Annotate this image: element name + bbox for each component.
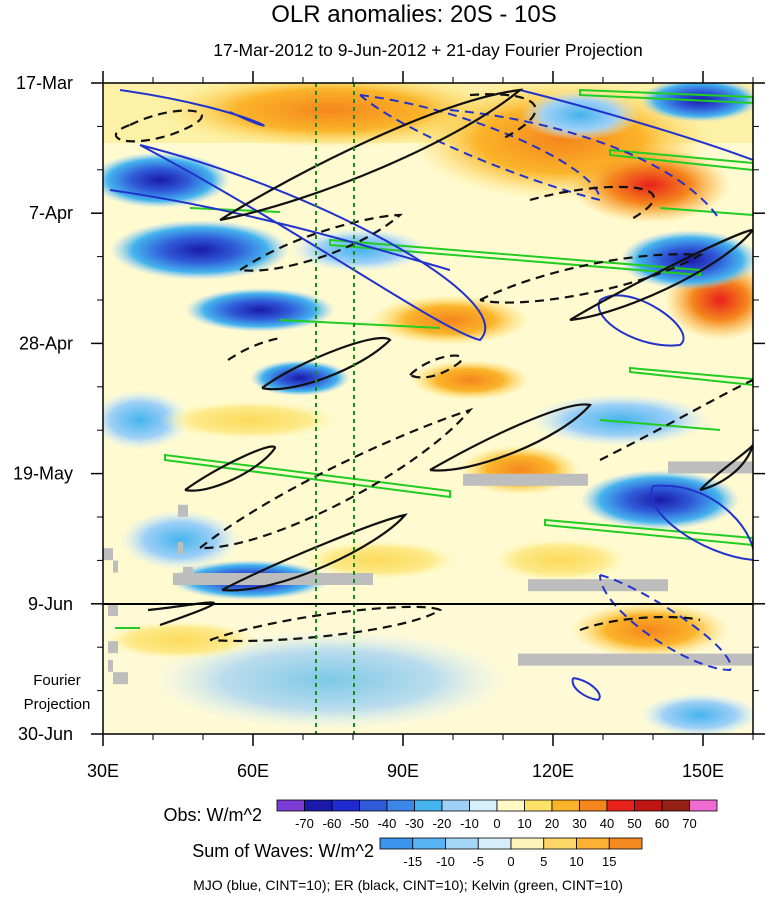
- plot-frame: [102, 82, 754, 735]
- mjo-contours: [109, 89, 753, 702]
- colorbar-swatch: [276, 799, 305, 812]
- colorbar-swatch: [579, 799, 608, 812]
- colorbar-swatch: [469, 799, 498, 812]
- colorbar-swatch: [414, 799, 443, 812]
- missing-data-bar: [463, 473, 588, 486]
- x-tick-label: 150E: [682, 761, 724, 781]
- y-tick-label: 30-Jun: [18, 724, 73, 744]
- missing-data-bar: [108, 604, 118, 616]
- missing-data-bar: [518, 653, 753, 666]
- colorbar-tick-label: -5: [472, 854, 484, 869]
- colorbar-swatch: [606, 799, 635, 812]
- missing-data-bar: [173, 573, 373, 585]
- colorbar-tick-label: 50: [627, 816, 641, 831]
- missing-data-bar: [113, 560, 118, 573]
- missing-data-bar: [668, 461, 753, 474]
- colorbar-tick-label: 10: [569, 854, 583, 869]
- missing-data-bars: [103, 461, 753, 685]
- colorbar-tick-label: -30: [405, 816, 424, 831]
- x-tick-label: 120E: [532, 761, 574, 781]
- colorbar-tick-label: -10: [436, 854, 455, 869]
- missing-data-bar: [108, 659, 113, 672]
- colorbar-tick-label: -10: [460, 816, 479, 831]
- projection-label-line2: Projection: [24, 696, 91, 713]
- colorbar-swatch: [441, 799, 470, 812]
- missing-data-bar: [183, 566, 193, 579]
- colorbar-swatch: [543, 837, 577, 850]
- colorbar-swatch: [359, 799, 388, 812]
- missing-data-bar: [113, 672, 128, 685]
- colorbar-swatch: [576, 837, 610, 850]
- y-tick-label: 28-Apr: [19, 333, 73, 353]
- er-contours: [115, 88, 753, 643]
- colorbar-swatch: [386, 799, 415, 812]
- plot-area: [103, 83, 753, 734]
- y-tick-label: 17-Mar: [16, 73, 73, 93]
- colorbar-swatch: [477, 837, 512, 850]
- obs-colorbar: -70 -60 -50 -40 -30 -20 -10 0 10 20 30 40 50 60 70: [276, 799, 718, 831]
- colorbar-tick-label: 30: [572, 816, 586, 831]
- colorbar-swatch: [661, 799, 690, 812]
- y-tick-label: 19-May: [13, 464, 73, 484]
- colorbar-swatch: [551, 799, 580, 812]
- colorbar-tick-label: -60: [323, 816, 342, 831]
- colorbar-swatch: [331, 799, 360, 812]
- y-axis: 17-Mar 7-Apr 28-Apr 19-May 9-Jun 30-Jun: [13, 73, 765, 744]
- colorbar-tick-label: 0: [493, 816, 500, 831]
- x-tick-label: 90E: [387, 761, 419, 781]
- missing-data-bar: [178, 504, 188, 517]
- kelvin-contour: [629, 366, 753, 387]
- kelvin-contour: [609, 148, 753, 172]
- colorbar-swatch: [608, 837, 643, 850]
- missing-data-bar: [178, 542, 183, 554]
- colorbar-tick-label: 40: [600, 816, 614, 831]
- colorbar-tick-label: -40: [378, 816, 397, 831]
- missing-data-bar: [108, 641, 118, 654]
- contour-footnote: MJO (blue, CINT=10); ER (black, CINT=10)…: [193, 877, 623, 893]
- chart-subtitle: 17-Mar-2012 to 9-Jun-2012 + 21-day Fouri…: [213, 40, 642, 60]
- colorbar-tick-label: 15: [602, 854, 616, 869]
- colorbar-tick-label: 0: [507, 854, 514, 869]
- projection-label-line1: Fourier: [33, 672, 81, 689]
- x-tick-label: 60E: [237, 761, 269, 781]
- colorbar-swatch: [379, 837, 414, 850]
- colorbar-swatch: [634, 799, 663, 812]
- y-tick-label: 9-Jun: [28, 594, 73, 614]
- colorbar-tick-label: 70: [682, 816, 696, 831]
- colorbar-swatch: [524, 799, 553, 812]
- x-tick-label: 30E: [87, 761, 119, 781]
- waves-legend-label: Sum of Waves: W/m^2: [192, 841, 374, 861]
- x-axis: 30E 60E 90E 120E 150E: [87, 71, 754, 781]
- colorbar-tick-label: 5: [540, 854, 547, 869]
- y-tick-label: 7-Apr: [29, 203, 73, 223]
- obs-legend-label: Obs: W/m^2: [164, 805, 262, 825]
- colorbar-tick-label: -15: [403, 854, 422, 869]
- colorbar-swatch: [510, 837, 545, 850]
- colorbar-swatch: [412, 837, 446, 850]
- chart-title: OLR anomalies: 20S - 10S: [271, 1, 556, 28]
- colorbar-tick-label: 60: [655, 816, 669, 831]
- colorbar-tick-label: 10: [517, 816, 531, 831]
- waves-colorbar: -15 -10 -5 0 5 10 15: [379, 837, 643, 869]
- colorbar-swatch: [445, 837, 479, 850]
- colorbar-tick-label: 20: [545, 816, 559, 831]
- colorbar-tick-label: -70: [295, 816, 314, 831]
- colorbar-tick-label: -20: [433, 816, 452, 831]
- kelvin-contour: [579, 88, 753, 105]
- missing-data-bar: [103, 548, 113, 561]
- missing-data-bar: [528, 579, 668, 592]
- colorbar-swatch: [304, 799, 333, 812]
- colorbar-swatch: [689, 799, 718, 812]
- colorbar-swatch: [496, 799, 525, 812]
- colorbar-tick-label: -50: [350, 816, 369, 831]
- kelvin-contour: [544, 518, 753, 547]
